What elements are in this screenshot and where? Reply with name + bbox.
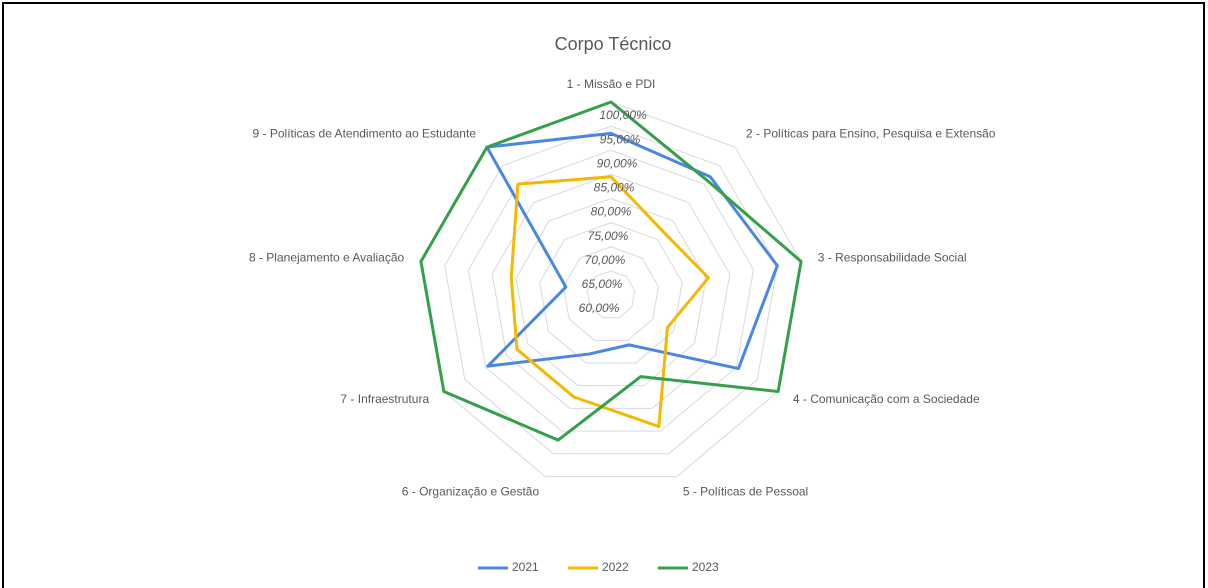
grid-ring xyxy=(467,149,755,432)
category-label: 5 - Políticas de Pessoal xyxy=(683,485,808,499)
r-tick-label: 70,00% xyxy=(585,253,626,267)
r-tick-label: 60,00% xyxy=(579,301,620,315)
category-label: 1 - Missão e PDI xyxy=(567,77,656,91)
legend-label: 2023 xyxy=(692,560,719,574)
grid-ring xyxy=(562,246,660,341)
category-label: 4 - Comunicação com a Sociedade xyxy=(793,392,980,406)
r-tick-label: 100,00% xyxy=(599,108,647,122)
category-label: 8 - Planejamento e Avaliação xyxy=(249,251,405,265)
category-label: 3 - Responsabilidade Social xyxy=(818,251,967,265)
r-tick-label: 85,00% xyxy=(594,181,635,195)
legend-label: 2022 xyxy=(602,560,629,574)
legend-label: 2021 xyxy=(512,560,539,574)
r-tick-label: 65,00% xyxy=(582,277,623,291)
grid-ring xyxy=(515,197,707,387)
chart-title: Corpo Técnico xyxy=(555,34,672,54)
series-line xyxy=(419,100,803,442)
category-label: 7 - Infraestrutura xyxy=(340,392,429,406)
r-tick-label: 80,00% xyxy=(591,205,632,219)
r-tick-label: 95,00% xyxy=(600,132,641,146)
grid-ring xyxy=(586,270,636,319)
r-tick-label: 75,00% xyxy=(588,229,629,243)
category-label: 2 - Políticas para Ensino, Pesquisa e Ex… xyxy=(746,126,996,140)
series-line xyxy=(509,175,710,428)
series-line xyxy=(485,131,779,371)
category-label: 6 - Organização e Gestão xyxy=(402,485,540,499)
category-label: 9 - Políticas de Atendimento ao Estudant… xyxy=(253,126,477,140)
r-tick-label: 90,00% xyxy=(597,156,638,170)
